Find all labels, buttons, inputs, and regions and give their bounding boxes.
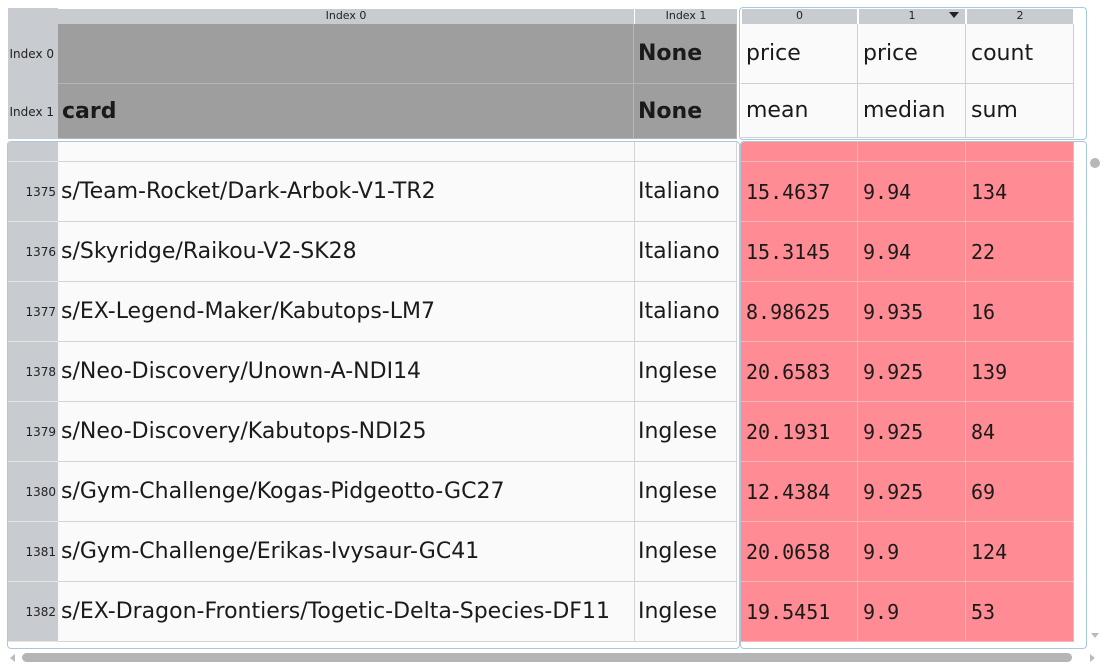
col-number-0[interactable]: 0 [742, 9, 857, 24]
card-cell[interactable]: s/Gym-Challenge/Kogas-Pidgeotto-GC27 [58, 462, 635, 522]
index-name-cell: None [634, 84, 737, 139]
price-median-cell[interactable]: 9.9 [858, 582, 966, 642]
price-median-cell[interactable]: 9.94 [858, 222, 966, 282]
vertical-scrollbar[interactable] [1088, 142, 1102, 650]
language-cell[interactable]: Inglese [635, 522, 737, 582]
sort-desc-icon[interactable] [949, 12, 959, 18]
scroll-down-icon[interactable] [1091, 633, 1099, 638]
price-mean-cell[interactable]: 15.4637 [741, 162, 858, 222]
price-median-cell[interactable]: 9.9 [858, 522, 966, 582]
index-col-header-0[interactable]: Index 0 [58, 9, 634, 24]
price-mean-cell[interactable]: 15.3145 [741, 222, 858, 282]
price-median-cell[interactable]: 9.925 [858, 402, 966, 462]
language-cell[interactable]: Italiano [635, 222, 737, 282]
column-header-panel [739, 7, 1087, 140]
count-sum-cell[interactable]: 124 [966, 522, 1074, 582]
row-number[interactable]: 1375 [8, 162, 58, 222]
column-header-price[interactable]: price [858, 24, 966, 84]
horizontal-scrollbar[interactable] [8, 651, 1100, 664]
col-number-1[interactable]: 1 [859, 9, 965, 24]
partial-row-card [58, 142, 635, 162]
partial-row-lang [635, 142, 737, 162]
row-number[interactable]: 1382 [8, 582, 58, 642]
index-name-card: card [58, 84, 634, 139]
card-cell[interactable]: s/Neo-Discovery/Kabutops-NDI25 [58, 402, 635, 462]
index-level-label-1: Index 1 [8, 84, 58, 139]
row-number[interactable]: 1376 [8, 222, 58, 282]
count-sum-cell[interactable]: 53 [966, 582, 1074, 642]
card-cell[interactable]: s/EX-Dragon-Frontiers/Togetic-Delta-Spec… [58, 582, 635, 642]
index-name-cell: None [634, 24, 737, 84]
header-corner [8, 8, 58, 24]
horizontal-scroll-thumb[interactable] [22, 653, 1072, 662]
index-body-panel: 1375 s/Team-Rocket/Dark-Arbok-V1-TR2 Itali… [7, 141, 740, 649]
count-sum-cell[interactable]: 134 [966, 162, 1074, 222]
price-mean-cell[interactable]: 8.98625 [741, 282, 858, 342]
price-mean-cell[interactable]: 19.5451 [741, 582, 858, 642]
vertical-scroll-thumb[interactable] [1090, 158, 1100, 168]
price-median-cell[interactable]: 9.925 [858, 462, 966, 522]
price-mean-cell[interactable]: 20.6583 [741, 342, 858, 402]
price-median-cell[interactable]: 9.94 [858, 162, 966, 222]
data-body-panel: 15.4637 9.94 134 15.3145 9.94 22 8.98625 9.935 1… [740, 141, 1087, 649]
row-number-partial [8, 142, 58, 162]
row-number[interactable]: 1381 [8, 522, 58, 582]
language-cell[interactable]: Inglese [635, 582, 737, 642]
scroll-right-icon[interactable] [1090, 654, 1095, 662]
row-number[interactable]: 1377 [8, 282, 58, 342]
card-cell[interactable]: s/Team-Rocket/Dark-Arbok-V1-TR2 [58, 162, 635, 222]
card-cell[interactable]: s/Skyridge/Raikou-V2-SK28 [58, 222, 635, 282]
partial-data-cell [966, 142, 1074, 162]
card-cell[interactable]: s/Neo-Discovery/Unown-A-NDI14 [58, 342, 635, 402]
partial-data-cell [858, 142, 966, 162]
col-number-2[interactable]: 2 [967, 9, 1073, 24]
index-col-header-1[interactable]: Index 1 [635, 9, 737, 24]
row-number[interactable]: 1380 [8, 462, 58, 522]
row-number[interactable]: 1378 [8, 342, 58, 402]
price-median-cell[interactable]: 9.925 [858, 342, 966, 402]
partial-data-cell [741, 142, 858, 162]
language-cell[interactable]: Inglese [635, 462, 737, 522]
price-mean-cell[interactable]: 20.1931 [741, 402, 858, 462]
row-number[interactable]: 1379 [8, 402, 58, 462]
column-header-count[interactable]: count [966, 24, 1074, 84]
language-cell[interactable]: Italiano [635, 282, 737, 342]
card-cell[interactable]: s/Gym-Challenge/Erikas-Ivysaur-GC41 [58, 522, 635, 582]
index-level-label-0: Index 0 [8, 24, 58, 84]
language-cell[interactable]: Inglese [635, 402, 737, 462]
language-cell[interactable]: Inglese [635, 342, 737, 402]
price-median-cell[interactable]: 9.935 [858, 282, 966, 342]
column-header-sum[interactable]: sum [966, 84, 1074, 138]
column-header-mean[interactable]: mean [741, 84, 858, 138]
count-sum-cell[interactable]: 69 [966, 462, 1074, 522]
count-sum-cell[interactable]: 139 [966, 342, 1074, 402]
count-sum-cell[interactable]: 22 [966, 222, 1074, 282]
price-mean-cell[interactable]: 12.4384 [741, 462, 858, 522]
card-cell[interactable]: s/EX-Legend-Maker/Kabutops-LM7 [58, 282, 635, 342]
count-sum-cell[interactable]: 84 [966, 402, 1074, 462]
price-mean-cell[interactable]: 20.0658 [741, 522, 858, 582]
language-cell[interactable]: Italiano [635, 162, 737, 222]
index-name-cell [58, 24, 634, 84]
col-number-1-label: 1 [908, 9, 916, 22]
scroll-left-icon[interactable] [10, 654, 15, 662]
count-sum-cell[interactable]: 16 [966, 282, 1074, 342]
column-header-price[interactable]: price [741, 24, 858, 84]
column-header-median[interactable]: median [858, 84, 966, 138]
